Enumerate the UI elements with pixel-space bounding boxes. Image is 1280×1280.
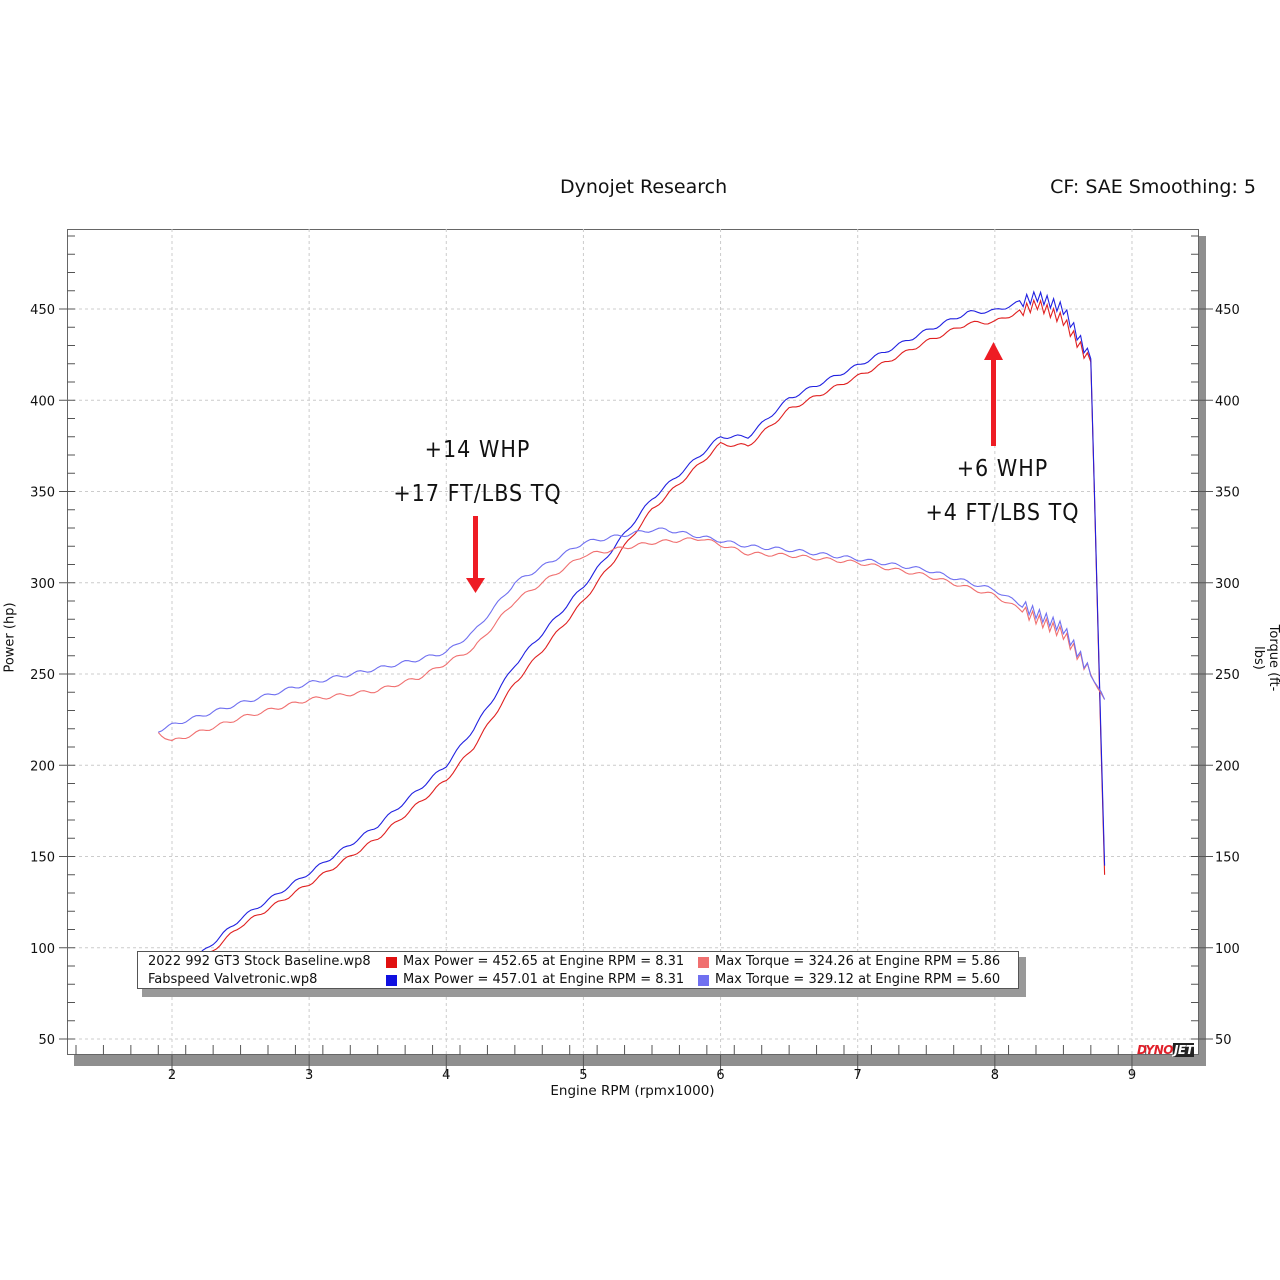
svg-text:6: 6: [716, 1068, 724, 1083]
svg-text:3: 3: [305, 1068, 313, 1083]
svg-text:200: 200: [1215, 759, 1240, 774]
legend-torque-swatch-icon: [698, 957, 709, 968]
series-line: [157, 537, 1106, 742]
svg-text:450: 450: [30, 303, 55, 318]
svg-text:100: 100: [1215, 942, 1240, 957]
y-axis-left-label: Power (hp): [2, 602, 18, 673]
svg-text:8: 8: [991, 1068, 999, 1083]
legend-power-swatch-icon: [386, 975, 397, 986]
legend-run-name: 2022 992 GT3 Stock Baseline.wp8: [148, 954, 371, 969]
svg-text:2: 2: [168, 1068, 176, 1083]
correction-factor: CF: SAE Smoothing: 5: [1050, 176, 1256, 198]
legend-max-power: Max Power = 457.01 at Engine RPM = 8.31: [403, 972, 685, 987]
y-axis-right-label: Torque (ft-lbs): [1251, 624, 1280, 692]
legend-power-swatch-icon: [386, 957, 397, 968]
series-line: [199, 290, 1106, 955]
plot-area: [67, 229, 1199, 1055]
svg-text:200: 200: [30, 759, 55, 774]
legend-row-valvetronic: Fabspeed Valvetronic.wp8 Max Power = 457…: [148, 971, 1008, 989]
series-line: [158, 527, 1106, 733]
svg-text:4: 4: [442, 1068, 450, 1083]
svg-text:50: 50: [38, 1033, 55, 1048]
svg-text:150: 150: [30, 851, 55, 866]
svg-text:50: 50: [1215, 1033, 1232, 1048]
chart-title: Dynojet Research: [560, 176, 728, 198]
legend-max-torque: Max Torque = 324.26 at Engine RPM = 5.86: [715, 954, 1001, 969]
svg-text:300: 300: [30, 577, 55, 592]
svg-text:350: 350: [30, 486, 55, 501]
x-axis-label: Engine RPM (rpmx1000): [550, 1083, 715, 1099]
legend: 2022 992 GT3 Stock Baseline.wp8 Max Powe…: [137, 951, 1019, 989]
svg-text:300: 300: [1215, 577, 1240, 592]
svg-text:450: 450: [1215, 303, 1240, 318]
svg-text:9: 9: [1128, 1068, 1136, 1083]
svg-text:400: 400: [30, 394, 55, 409]
svg-text:150: 150: [1215, 851, 1240, 866]
annotation-left-hp: +14 WHP: [424, 437, 531, 463]
dynojet-logo: DYNOJET: [1137, 1043, 1195, 1057]
series-line: [198, 298, 1106, 964]
svg-text:250: 250: [1215, 668, 1240, 683]
legend-max-power: Max Power = 452.65 at Engine RPM = 8.31: [403, 954, 685, 969]
annotation-left-tq: +17 FT/LBS TQ: [393, 481, 562, 507]
legend-max-torque: Max Torque = 329.12 at Engine RPM = 5.60: [715, 972, 1001, 987]
legend-torque-swatch-icon: [698, 975, 709, 986]
svg-text:250: 250: [30, 668, 55, 683]
annotation-right-tq: +4 FT/LBS TQ: [925, 500, 1080, 526]
svg-text:400: 400: [1215, 394, 1240, 409]
svg-text:100: 100: [30, 942, 55, 957]
annotation-right-hp: +6 WHP: [956, 456, 1049, 482]
svg-text:350: 350: [1215, 486, 1240, 501]
legend-row-baseline: 2022 992 GT3 Stock Baseline.wp8 Max Powe…: [148, 953, 1008, 971]
svg-text:7: 7: [854, 1068, 862, 1083]
legend-run-name: Fabspeed Valvetronic.wp8: [148, 972, 318, 987]
svg-text:5: 5: [579, 1068, 587, 1083]
